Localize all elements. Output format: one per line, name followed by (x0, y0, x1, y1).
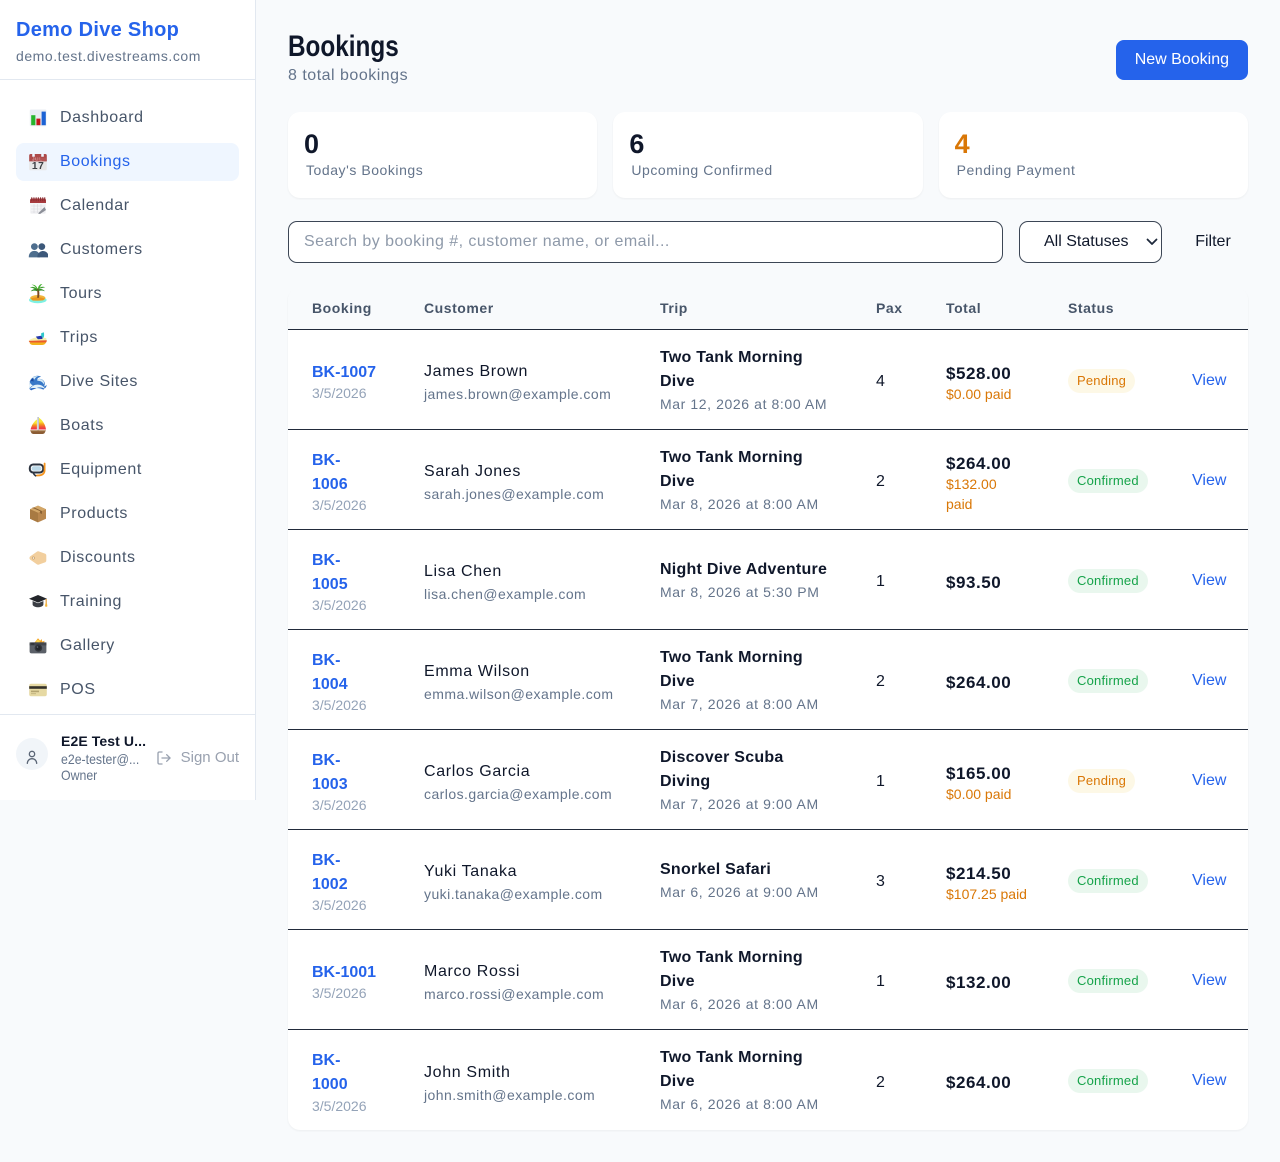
svg-text:17: 17 (32, 161, 45, 172)
